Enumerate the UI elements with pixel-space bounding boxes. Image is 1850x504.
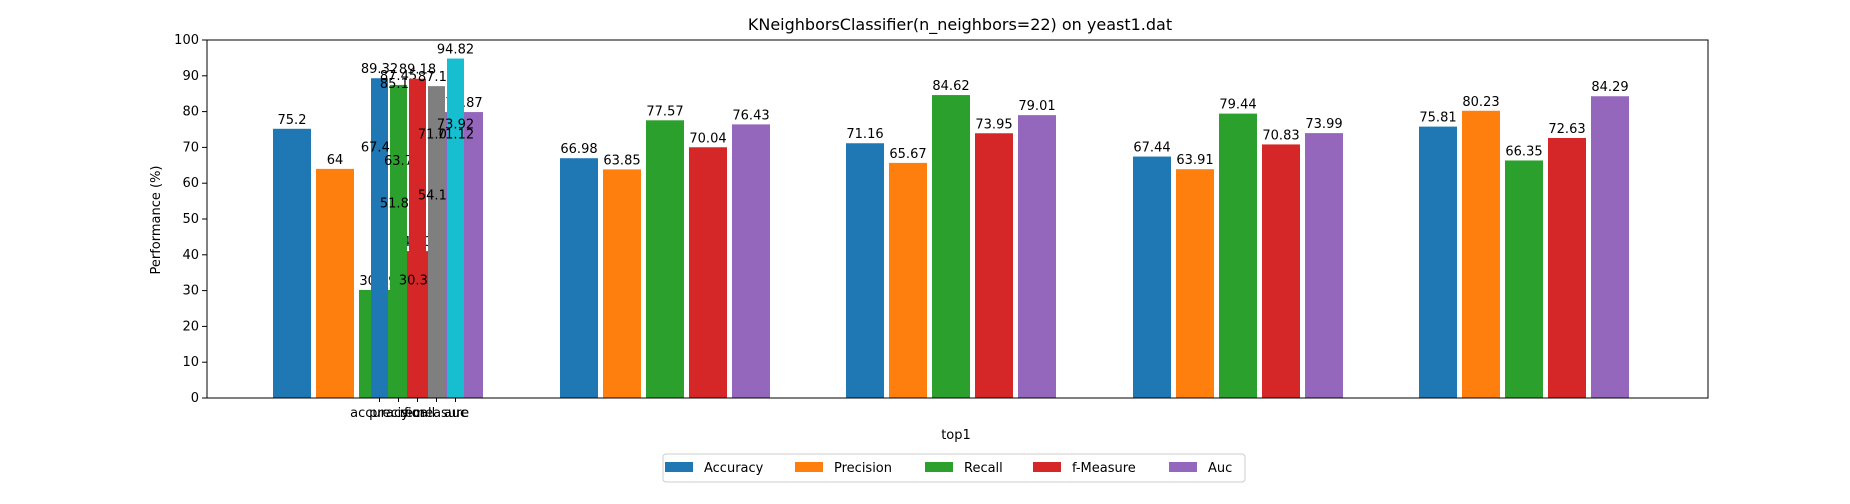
bar-value-label: 66.98 [560, 142, 597, 157]
axes: 0 10 20 30 40 50 60 70 80 90 100 accuracyprecisionr… [174, 33, 469, 421]
bar-value-label: 70.04 [689, 131, 726, 146]
legend-swatch [1033, 462, 1061, 472]
bar [1462, 110, 1500, 398]
bar-value-label: 66.35 [1505, 144, 1542, 159]
bar [1419, 126, 1457, 399]
bar-value-label: 72.63 [1548, 122, 1585, 137]
overlay-bar-value-label: 73.92 [437, 117, 474, 132]
bar-value-label: 71.16 [846, 127, 883, 142]
chart-title: KNeighborsClassifier(n_neighbors=22) on … [748, 15, 1172, 35]
bar [1548, 137, 1586, 398]
bar [1176, 169, 1214, 398]
overlay-bar-value-label: 71.12 [437, 127, 474, 142]
overlay-bar-value-label: 85.14 [380, 77, 417, 92]
overlay-bar-value-label: 30.37 [399, 273, 436, 288]
x-tick-label: auc [444, 406, 467, 421]
legend-items: Accuracy Precision Recall f-Measure Auc [665, 461, 1232, 476]
bar [1305, 133, 1343, 399]
y-tick-label: 40 [182, 248, 199, 263]
bar [646, 120, 684, 398]
bar-value-label: 65.67 [889, 147, 926, 162]
bar [1505, 160, 1543, 398]
legend-label: Recall [964, 461, 1003, 476]
bar [1018, 115, 1056, 399]
legend-label: Auc [1208, 461, 1232, 476]
bar-value-label: 84.62 [932, 79, 969, 94]
overlay-bar-value-label: 89.32 [361, 62, 398, 77]
y-axis-label: Performance (%) [149, 165, 164, 274]
bar-value-label: 70.83 [1262, 128, 1299, 143]
legend-swatch [795, 462, 823, 472]
overlay-bar [409, 289, 426, 398]
legend-label: Accuracy [704, 461, 764, 476]
bar-value-label: 76.43 [732, 108, 769, 123]
y-tick-label: 0 [191, 391, 199, 406]
bar [689, 147, 727, 398]
bar-value-label: 79.44 [1219, 98, 1256, 113]
overlay-bar-value-label: 71.07 [418, 128, 455, 143]
bar [889, 162, 927, 398]
overlay-bar [447, 143, 464, 398]
legend-label: Precision [834, 461, 892, 476]
bar-value-label: 84.29 [1591, 80, 1628, 95]
legend-swatch [925, 462, 953, 472]
overlay-bar-value-label: 67.44 [361, 141, 398, 156]
x-tick-label: precision [369, 406, 428, 421]
legend-frame [662, 453, 1246, 483]
bar-value-label: 73.95 [975, 117, 1012, 132]
legend-swatch [1169, 462, 1197, 472]
plot-area: 75.2 66.98 71.16 67.44 75.81 64 63.85 65.67 63.9… [273, 43, 1629, 399]
bar [560, 158, 598, 398]
x-tick-label: recall [400, 406, 435, 421]
bar [846, 143, 884, 398]
bar [1219, 113, 1257, 398]
x-tick-label: accuracy [350, 406, 409, 421]
bar [273, 128, 311, 398]
bar [732, 124, 770, 398]
bar-value-label: 75.81 [1419, 111, 1456, 126]
overlay-bar-value-label: 63.7 [384, 154, 413, 169]
bar-value-label: 64 [327, 153, 344, 168]
bar [1133, 156, 1171, 398]
y-tick-label: 60 [182, 176, 199, 191]
bar-value-label: 79.01 [1018, 99, 1055, 114]
overlay-bar [390, 212, 407, 398]
bar [975, 133, 1013, 398]
legend-label: f-Measure [1072, 461, 1136, 476]
bar-value-label: 80.23 [1462, 95, 1499, 110]
bar-value-label: 77.57 [646, 104, 683, 119]
y-tick-label: 100 [174, 33, 199, 48]
bar-value-label: 67.44 [1133, 141, 1170, 156]
bar [1262, 144, 1300, 398]
bar-value-label: 75.2 [278, 113, 307, 128]
y-tick-label: 90 [182, 69, 199, 84]
x-axis-label: top1 [941, 428, 971, 443]
legend-swatch [665, 462, 693, 472]
overlay-bar-value-label: 89.18 [399, 63, 436, 78]
overlay-bar-value-label: 87.45 [380, 69, 417, 84]
overlay-bar [371, 156, 388, 398]
overlay-bar-value-label: 54.11 [418, 188, 455, 203]
y-tick-label: 80 [182, 105, 199, 120]
bar-value-label: 63.85 [603, 153, 640, 168]
overlay-bar-value-label: 51.84 [380, 196, 417, 211]
overlay-bar-value-label: 87.11 [418, 70, 455, 85]
bar [603, 169, 641, 398]
legend: Accuracy Precision Recall f-Measure Auc [662, 453, 1246, 483]
y-tick-label: 50 [182, 212, 199, 227]
y-tick-label: 30 [182, 284, 199, 299]
y-tick-label: 10 [182, 355, 199, 370]
y-tick-label: 20 [182, 319, 199, 334]
overlay-bar-value-label: 94.82 [437, 43, 474, 58]
bar [316, 168, 354, 398]
bar-value-label: 73.99 [1305, 117, 1342, 132]
y-tick-label: 70 [182, 140, 199, 155]
bar [932, 95, 970, 399]
bar [1591, 96, 1629, 399]
bar-value-label: 63.91 [1176, 153, 1213, 168]
x-tick-label: f-measure [404, 406, 469, 421]
overlay-bar [428, 204, 445, 398]
